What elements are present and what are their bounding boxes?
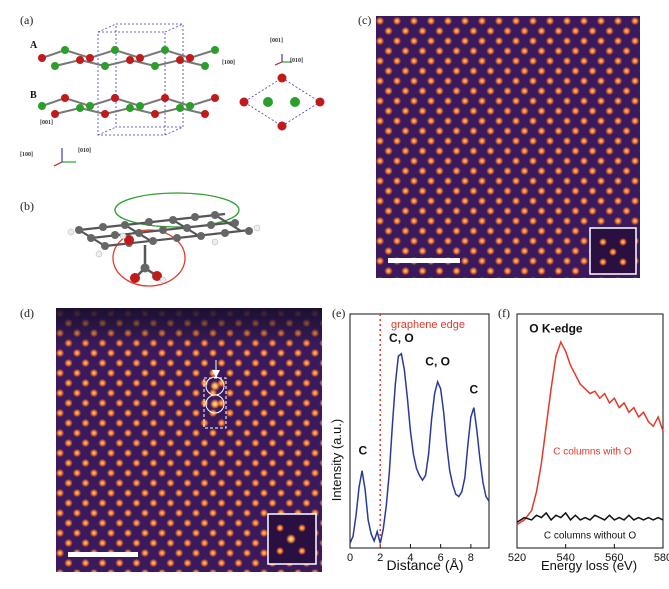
chart-f-tick-label: 540 bbox=[556, 552, 574, 564]
chart-e-peak-label: C, O bbox=[389, 331, 414, 345]
chart-e-tick-label: 2 bbox=[377, 552, 383, 564]
panel-b-label: (b) bbox=[20, 199, 34, 213]
layer-a-label: A bbox=[30, 40, 38, 51]
panel-a-label: (a) bbox=[20, 13, 34, 27]
dir-100-left-label: [100] bbox=[20, 152, 33, 158]
chart-e-tick-label: 4 bbox=[407, 552, 413, 564]
dir-010-right-label: [010] bbox=[290, 58, 303, 64]
projection-rhombus bbox=[239, 73, 325, 131]
layer-b-label: B bbox=[30, 90, 37, 101]
red-circle-marker bbox=[112, 229, 186, 287]
chart-e-edge-label: graphene edge bbox=[391, 319, 465, 331]
chart-e-tick-label: 6 bbox=[438, 552, 444, 564]
panel-c-label: (c) bbox=[358, 13, 372, 27]
chart-e-tick-label: 0 bbox=[347, 552, 353, 564]
chart-e-peak-label: C bbox=[470, 383, 479, 397]
column-circle-2 bbox=[205, 394, 225, 414]
panel-e-label: (e) bbox=[332, 306, 346, 320]
layer-a-atoms bbox=[38, 46, 219, 70]
chart-f-series-label-with-o: C columns with O bbox=[553, 446, 632, 457]
chart-e-ylabel: Intensity (a.u.) bbox=[329, 419, 344, 501]
chart-e-peak-label: C bbox=[359, 443, 368, 457]
chart-f-tick-label: 580 bbox=[654, 552, 669, 564]
panel-f-label: (f) bbox=[498, 306, 510, 320]
intensity-profile-chart: Intensity (a.u.) Distance (Å) graphene e… bbox=[329, 313, 490, 573]
scale-bar-c bbox=[388, 258, 460, 263]
unit-cell-box bbox=[97, 23, 184, 136]
chart-f-edge-title: O K-edge bbox=[529, 322, 583, 336]
chart-f-frame bbox=[516, 313, 664, 549]
dir-100-right-label: [100] bbox=[222, 60, 235, 66]
chart-f-series-line-1 bbox=[516, 511, 664, 523]
dashed-column-box bbox=[203, 377, 227, 429]
layer-b-atoms bbox=[38, 94, 219, 118]
dir-010-left-label: [010] bbox=[78, 148, 91, 154]
panel-d-label: (d) bbox=[20, 306, 34, 320]
chart-e-tick-label: 8 bbox=[468, 552, 474, 564]
chart-e-series-line bbox=[349, 352, 490, 544]
chart-e-peak-label: C, O bbox=[425, 354, 450, 368]
dir-001-left-label: [001] bbox=[40, 120, 53, 126]
carboxyl-group bbox=[119, 232, 167, 284]
chart-e-frame bbox=[349, 313, 490, 549]
dir-001-right-label: [001] bbox=[270, 38, 283, 44]
stem-image-d bbox=[56, 308, 322, 572]
chart-e-xlabel: Distance (Å) bbox=[386, 557, 463, 573]
green-circle-marker bbox=[114, 192, 240, 228]
chart-f-series-line-0 bbox=[516, 340, 664, 526]
scale-bar-d bbox=[68, 552, 138, 557]
stem-image-c bbox=[376, 16, 640, 278]
eels-spectrum-chart: Energy loss (eV) 520 540 560 580 O K-edge C c… bbox=[508, 313, 669, 573]
chart-f-series-label-without-o: C columns without O bbox=[544, 531, 636, 542]
chart-f-tick-label: 560 bbox=[605, 552, 623, 564]
molecule-figure bbox=[67, 192, 261, 287]
axis-triad-left bbox=[53, 148, 76, 167]
crystal-structure-figure bbox=[38, 23, 325, 167]
chart-f-xlabel: Energy loss (eV) bbox=[541, 558, 637, 573]
axis-triad-right bbox=[274, 54, 292, 66]
chart-f-tick-label: 520 bbox=[508, 552, 526, 564]
